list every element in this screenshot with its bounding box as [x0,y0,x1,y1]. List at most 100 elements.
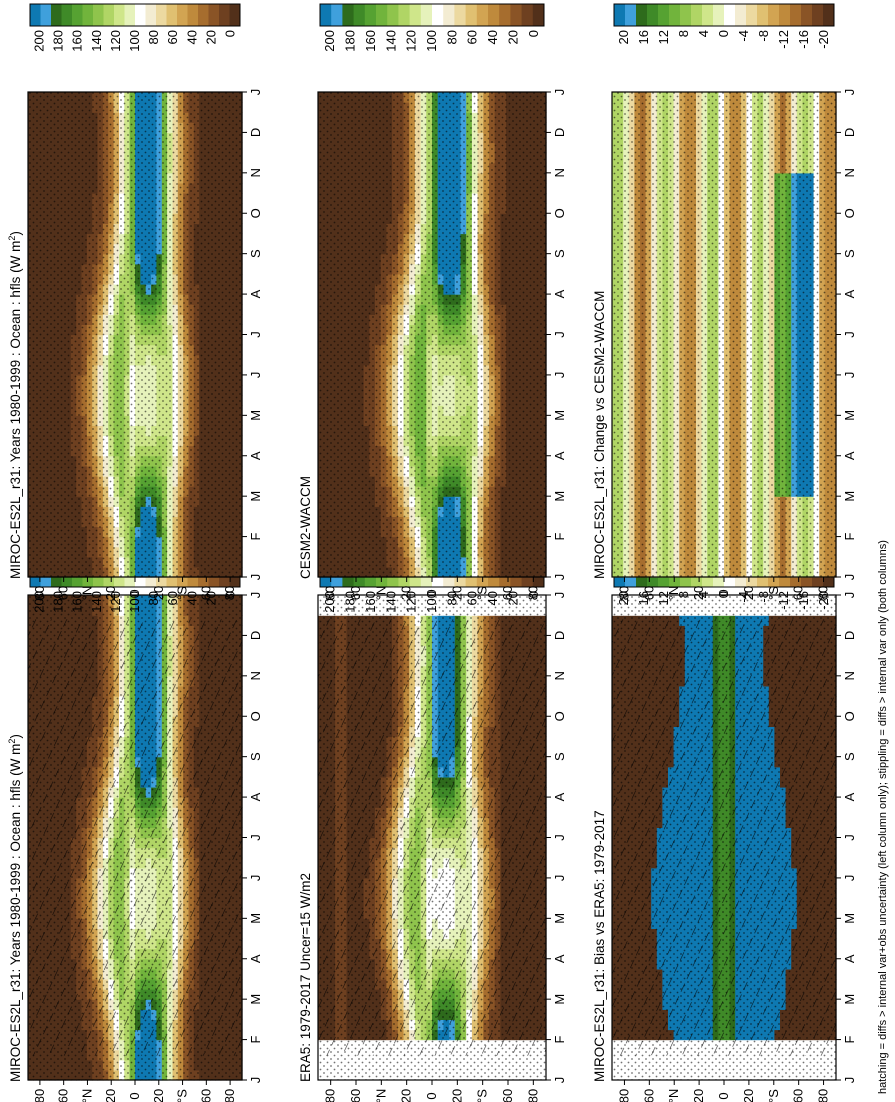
month-tick-label: M [248,994,263,1005]
title-part: ) [8,231,23,236]
colorbar-label: 180 [51,591,66,613]
lat-tick-label: 60 [198,1089,213,1102]
lat-tick-label: °N [79,586,94,601]
colorbar-swatch [124,4,136,26]
colorbar-label: 120 [108,591,123,613]
colorbar-label: 100 [127,30,142,52]
colorbar-label: 60 [165,591,180,605]
colorbar-swatch [208,4,220,26]
colorbar-label: 100 [127,591,142,613]
month-tick-label: N [248,168,263,177]
lat-tick-label: 0 [127,1092,142,1099]
colorbar-frame [29,3,241,27]
title-part: MIROC-ES2L_r31: Years 1980-1999 : Ocean … [8,241,23,579]
title-part: MIROC-ES2L_r31: Years 1980-1999 : Ocean … [8,744,23,1082]
lat-tick-label: 80 [32,586,47,600]
title-part: ) [8,734,23,739]
lat-tick-label: °S [175,1089,190,1102]
month-tick-label: O [248,711,263,721]
month-tick-label: J [248,1077,263,1084]
colorbar-label: 180 [51,30,66,52]
colorbar-label: 140 [89,30,104,52]
month-tick-label: S [248,249,263,258]
title-part: 2 [7,236,17,241]
colorbar-swatch [219,4,230,26]
month-tick-label: A [248,289,263,298]
lat-tick-label: 80 [222,586,237,600]
colorbar-label: 120 [108,30,123,52]
lat-tick-label: 0 [127,589,142,596]
month-tick-label: J [248,834,263,841]
month-tick-label: J [248,592,263,599]
colorbar-swatch [156,4,167,26]
colorbar-label: 160 [70,591,85,613]
colorbar-label: 60 [165,30,180,44]
colorbar-label: 20 [203,30,218,44]
colorbar-swatch [40,4,52,26]
colorbar-swatch [114,4,125,26]
month-tick-label: J [248,331,263,338]
month-tick-label: D [248,631,263,640]
colorbar-swatch [135,4,146,26]
colorbar-swatch [166,4,178,26]
colorbar-label: 160 [70,30,85,52]
lat-tick-label: 20 [151,586,166,600]
lat-tick-label: 20 [103,586,118,600]
month-tick-label: J [248,89,263,96]
month-tick-label: A [248,792,263,801]
panel-p2: 80 60 °N 20 0 20 °S 60 80JFMAMJJASONDJMIROC-ES2L… [7,3,263,601]
month-tick-label: S [248,752,263,761]
stippling-overlay [28,92,242,577]
colorbar-label: 40 [184,30,199,44]
month-tick-label: O [248,208,263,218]
colorbar-swatch [103,4,115,26]
panel-p1: 80 60 °N 20 0 20 °S 60 80JFMAMJJASONDJMIROC-ES2L… [7,564,263,1102]
lat-tick-label: 60 [198,586,213,600]
month-tick-label: J [248,875,263,882]
colorbar-label: 200 [32,591,47,613]
month-tick-label: N [248,671,263,680]
colorbar-label: 40 [184,591,199,605]
month-tick-label: J [248,574,263,581]
colorbar-label: 80 [146,591,161,605]
colorbar-label: 0 [222,591,237,598]
colorbar-label: 20 [203,591,218,605]
month-tick-label: D [248,128,263,137]
title-part: 2 [7,739,17,744]
colorbar-swatch [187,4,199,26]
colorbar-swatch [30,4,41,26]
lat-tick-label: 60 [56,586,71,600]
lat-tick-label: 80 [32,1089,47,1102]
panel-title: MIROC-ES2L_r31: Years 1980-1999 : Ocean … [7,734,23,1082]
stippling-overlay [28,595,242,1080]
colorbar-swatch [61,4,73,26]
colorbar-swatch [145,4,157,26]
lat-tick-label: 60 [56,1089,71,1102]
colorbar-label: 0 [222,30,237,37]
panel-title: MIROC-ES2L_r31: Years 1980-1999 : Ocean … [7,231,23,579]
colorbar: 200 180 160 140 120 100 80 60 40 20 0 [29,3,241,52]
colorbar-swatch [51,4,62,26]
month-tick-label: F [248,1036,263,1044]
colorbar-label: 200 [32,30,47,52]
month-tick-label: M [248,491,263,502]
lat-tick-label: °S [175,586,190,600]
colorbar-label: 140 [89,591,104,613]
colorbar-swatch [82,4,94,26]
lat-tick-label: 20 [103,1089,118,1102]
colorbar-swatch [72,4,83,26]
month-tick-label: M [248,410,263,421]
month-tick-label: M [248,913,263,924]
colorbar-swatch [198,4,209,26]
month-tick-label: A [248,451,263,460]
colorbar-swatch [229,4,241,26]
lat-tick-label: °N [79,1089,94,1102]
month-tick-label: A [248,954,263,963]
colorbar-swatch [177,4,188,26]
lat-tick-label: 80 [222,1089,237,1102]
lat-tick-label: 20 [151,1089,166,1102]
month-tick-label: F [248,533,263,541]
colorbar-swatch [93,4,104,26]
